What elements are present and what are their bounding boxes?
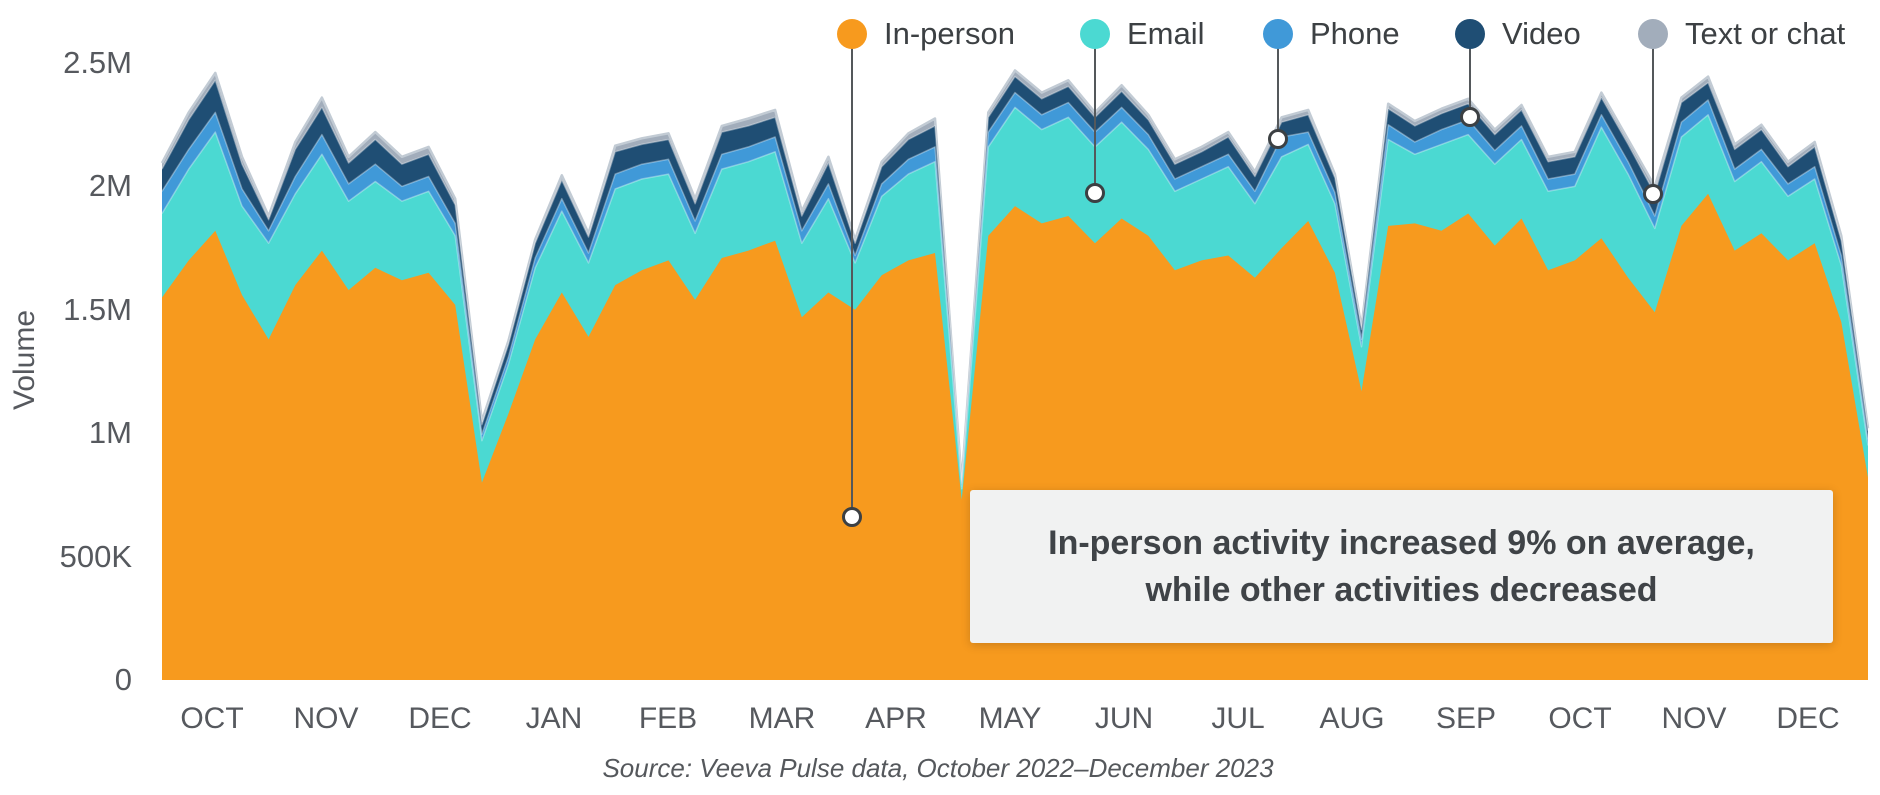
- legend-dot-icon: [837, 19, 867, 49]
- legend-dot-icon: [1638, 19, 1668, 49]
- legend-pointer-circle: [1085, 183, 1105, 203]
- band-top-edge: [161, 106, 1869, 490]
- x-tick-label: MAR: [748, 702, 816, 735]
- annotation-text-line1: In-person activity increased 9% on avera…: [1048, 523, 1755, 562]
- x-tick-label: JAN: [525, 702, 583, 735]
- x-tick-label: OCT: [180, 702, 244, 735]
- x-tick-label: AUG: [1319, 702, 1385, 735]
- band-top-edge: [161, 75, 1869, 485]
- x-tick-label: OCT: [1548, 702, 1612, 735]
- x-tick-label: NOV: [293, 702, 359, 735]
- legend-item-video: Video: [1455, 16, 1581, 52]
- legend-pointer-circle: [842, 507, 862, 527]
- y-tick-label: 2.5M: [63, 45, 132, 80]
- annotation-box: In-person activity increased 9% on avera…: [970, 490, 1833, 643]
- band-top-edge: [160, 69, 1870, 484]
- legend-item-phone: Phone: [1263, 16, 1400, 52]
- legend-pointer-circle: [1268, 129, 1288, 149]
- legend-dot-icon: [1455, 19, 1485, 49]
- y-tick-label: 0: [114, 662, 132, 697]
- annotation-text-line2: while other activities decreased: [1145, 570, 1658, 609]
- legend-item-text-or-chat: Text or chat: [1638, 16, 1845, 52]
- x-tick-label: JUN: [1094, 702, 1154, 735]
- x-tick-label: FEB: [638, 702, 698, 735]
- y-tick-label: 1.5M: [63, 291, 132, 327]
- x-tick-label: APR: [865, 702, 927, 735]
- x-tick-label: DEC: [408, 702, 472, 735]
- legend-pointer-circle: [1460, 107, 1480, 127]
- x-tick-label: SEP: [1435, 702, 1497, 735]
- x-tick-label: MAY: [978, 702, 1042, 735]
- x-tick-label: DEC: [1776, 702, 1840, 735]
- x-tick-label: JUL: [1211, 702, 1265, 735]
- legend-item-in-person: In-person: [837, 16, 1015, 52]
- legend-dot-icon: [1263, 19, 1293, 49]
- legend-label: Email: [1127, 16, 1205, 51]
- legend-label: Text or chat: [1685, 16, 1846, 51]
- legend-pointer-circle: [1643, 184, 1663, 204]
- x-tick-label: NOV: [1661, 702, 1727, 735]
- legend-label: In-person: [884, 16, 1015, 51]
- legend-dot-icon: [1080, 19, 1110, 49]
- source-note: Source: Veeva Pulse data, October 2022–D…: [602, 753, 1274, 783]
- legend-label: Phone: [1310, 16, 1400, 51]
- legend-item-email: Email: [1080, 16, 1205, 52]
- y-tick-label: 500K: [59, 538, 132, 574]
- legend-label: Video: [1502, 16, 1581, 51]
- band-top-edge: [161, 91, 1869, 488]
- y-tick-label: 2M: [88, 168, 132, 204]
- y-tick-label: 1M: [88, 415, 132, 451]
